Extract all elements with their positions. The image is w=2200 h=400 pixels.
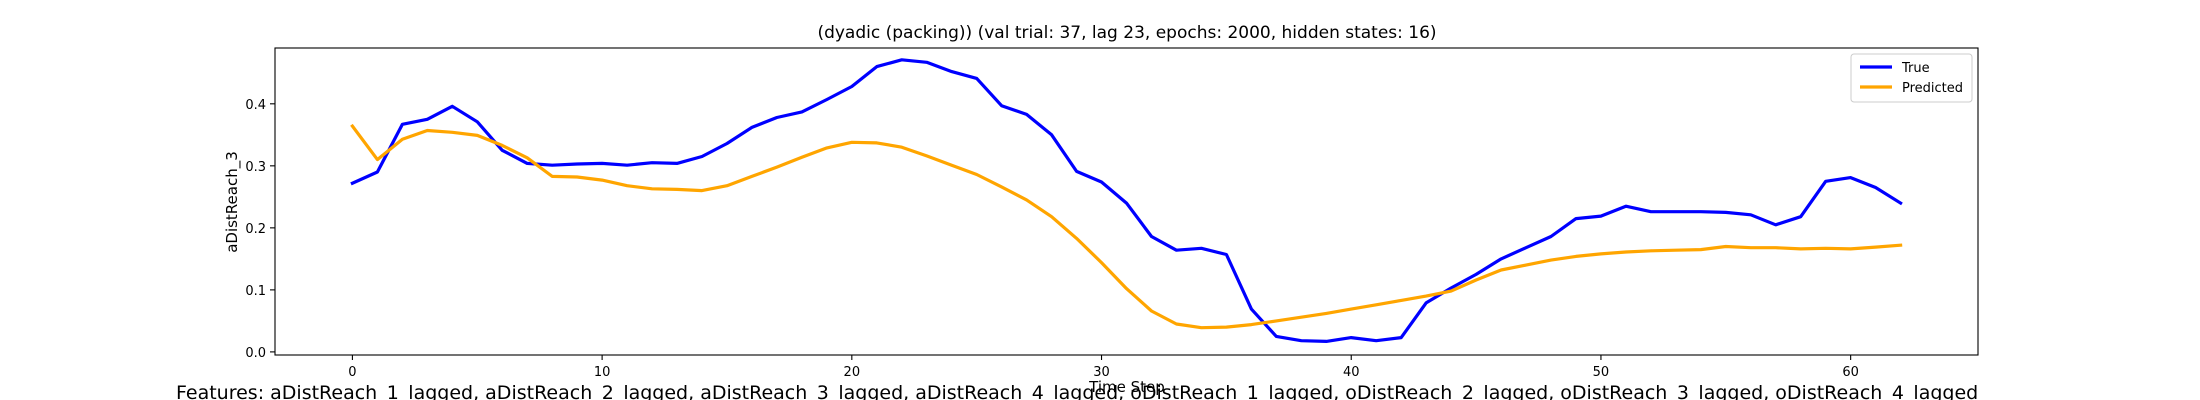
y-axis-ticks: 0.0 0.1 0.2 0.3 0.4 — [245, 98, 275, 361]
y-axis-label: aDistReach_3 — [223, 151, 242, 253]
legend-label-true: True — [1901, 61, 1930, 76]
x-tick-label: 30 — [1093, 365, 1110, 380]
x-tick-label: 50 — [1593, 365, 1610, 380]
x-tick-label: 40 — [1343, 365, 1360, 380]
series-layer — [350, 58, 1903, 343]
x-tick-label: 20 — [844, 365, 861, 380]
x-tick-label: 0 — [348, 365, 356, 380]
legend: True Predicted — [1850, 53, 1973, 103]
features-caption: Features: aDistReach_1_lagged, aDistReac… — [176, 382, 1978, 400]
chart-title: (dyadic (packing)) (val trial: 37, lag 2… — [817, 23, 1436, 43]
x-tick-label: 10 — [594, 365, 611, 380]
plot-frame — [274, 47, 1979, 356]
x-tick-label: 60 — [1842, 365, 1859, 380]
series-line-predicted — [350, 123, 1903, 330]
y-tick-label: 0.3 — [245, 160, 266, 175]
y-tick-label: 0.2 — [245, 222, 266, 237]
x-axis-ticks: 0 10 20 30 40 50 60 — [348, 355, 1859, 380]
legend-label-predicted: Predicted — [1902, 81, 1963, 96]
y-tick-label: 0.0 — [245, 346, 266, 361]
x-axis-label: Time Step — [1088, 378, 1165, 396]
y-tick-label: 0.1 — [245, 284, 266, 299]
y-tick-label: 0.4 — [245, 98, 266, 113]
series-line-true — [350, 58, 1903, 343]
